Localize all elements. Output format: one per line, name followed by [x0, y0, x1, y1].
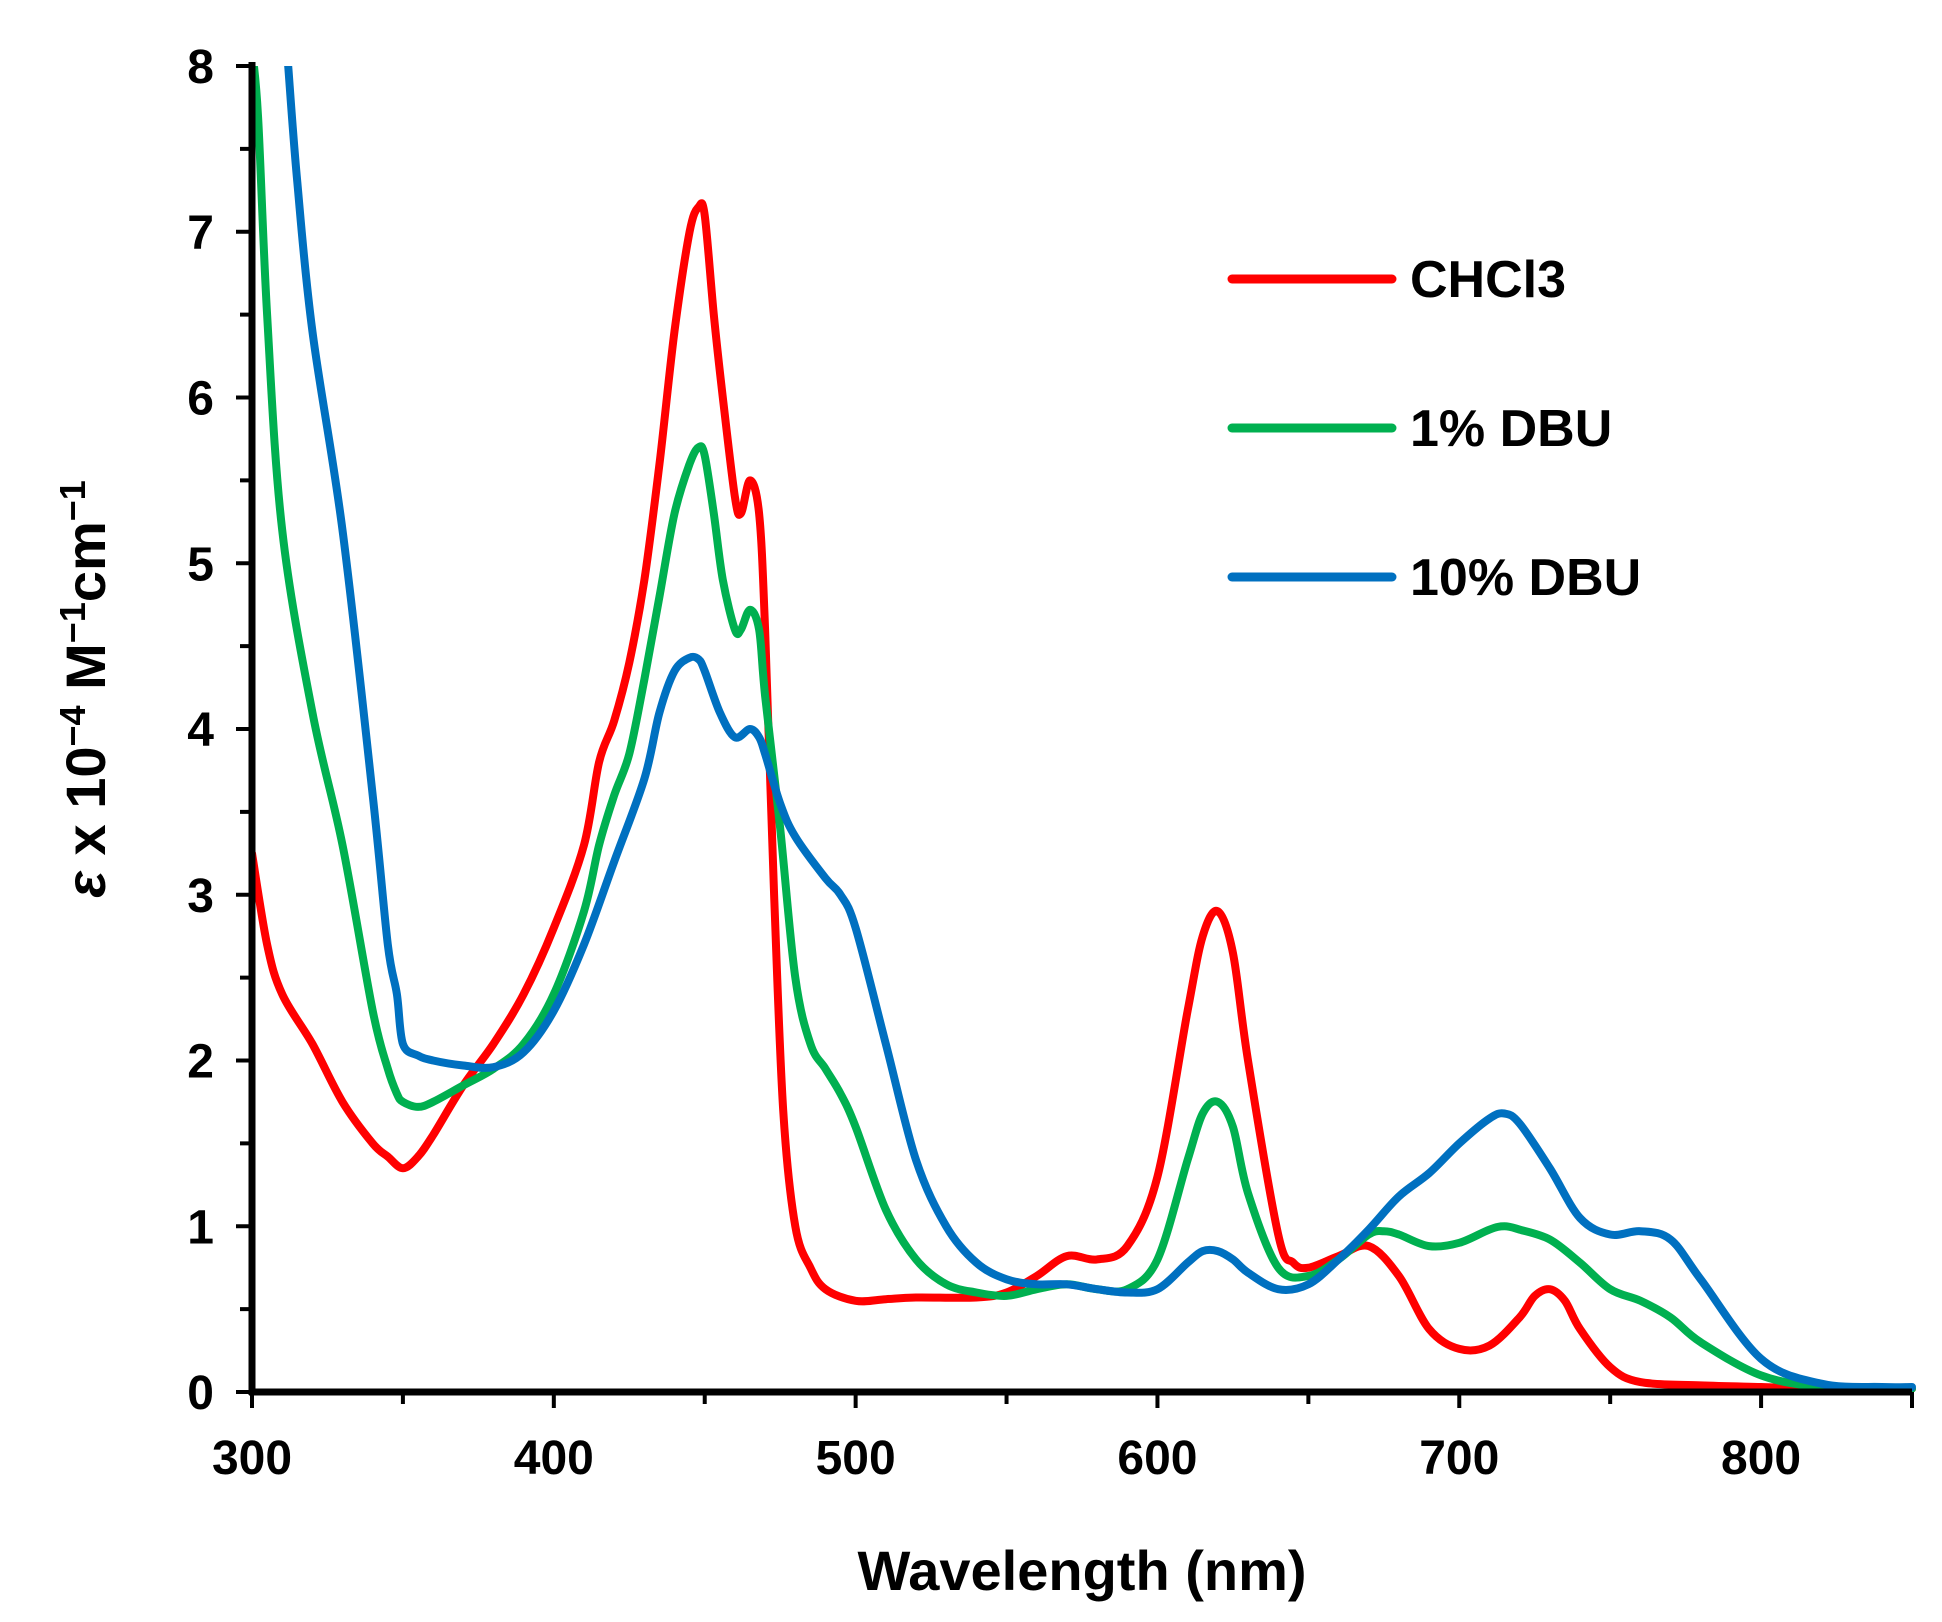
y-tick-label: 4 — [187, 704, 214, 757]
y-axis-unit2: cm — [54, 521, 117, 602]
y-tick-label: 6 — [187, 373, 214, 426]
x-tick-label: 800 — [1721, 1432, 1801, 1485]
x-axis-title: Wavelength (nm) — [857, 1539, 1306, 1602]
series-line-10pct-dbu — [284, 66, 1916, 1392]
y-tick-label: 5 — [187, 538, 214, 591]
legend-label-1pct-dbu: 1% DBU — [1410, 400, 1612, 458]
y-tick-label: 1 — [187, 1201, 214, 1254]
y-axis-unit1: M — [54, 643, 117, 705]
y-tick-label: 7 — [187, 207, 214, 260]
x-tick-label: 600 — [1117, 1432, 1197, 1485]
series-lines — [252, 66, 1916, 1392]
y-tick-label: 0 — [187, 1367, 214, 1420]
x-tick-label: 700 — [1419, 1432, 1499, 1485]
y-axis-exp1: −4 — [52, 705, 93, 746]
y-axis-title: ε x 10−4 M−1cm−1 — [52, 480, 118, 898]
x-tick-label: 400 — [514, 1432, 594, 1485]
legend-label-chcl3: CHCl3 — [1410, 251, 1566, 309]
y-axis-exp2: −1 — [52, 602, 93, 643]
x-axis-ticks: 300 400 500 600 700 800 — [212, 1392, 1914, 1485]
series-line-1pct-dbu — [252, 66, 1916, 1392]
legend: CHCl3 1% DBU 10% DBU — [1227, 251, 1641, 607]
y-axis-text: x 10 — [54, 746, 117, 871]
y-axis-exp3: −1 — [52, 480, 93, 521]
legend-label-10pct-dbu: 10% DBU — [1410, 549, 1641, 607]
x-tick-label: 300 — [212, 1432, 292, 1485]
series-line-chcl3 — [252, 199, 1916, 1392]
y-axis-ticks: 0 1 2 3 4 5 6 7 8 — [187, 41, 252, 1420]
y-tick-label: 8 — [187, 41, 214, 94]
y-tick-label: 3 — [187, 870, 214, 923]
x-tick-label: 500 — [816, 1432, 896, 1485]
y-tick-label: 2 — [187, 1036, 214, 1089]
y-axis-symbol: ε — [54, 870, 117, 898]
